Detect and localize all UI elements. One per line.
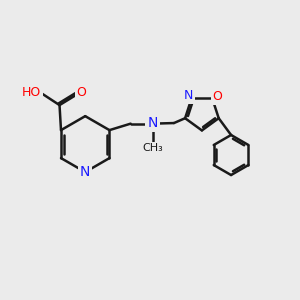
Text: CH₃: CH₃ — [142, 143, 163, 153]
Text: N: N — [148, 116, 158, 130]
Text: N: N — [183, 89, 193, 102]
Text: O: O — [76, 86, 86, 99]
Text: HO: HO — [22, 86, 41, 99]
Text: O: O — [213, 91, 223, 103]
Text: N: N — [80, 165, 90, 179]
